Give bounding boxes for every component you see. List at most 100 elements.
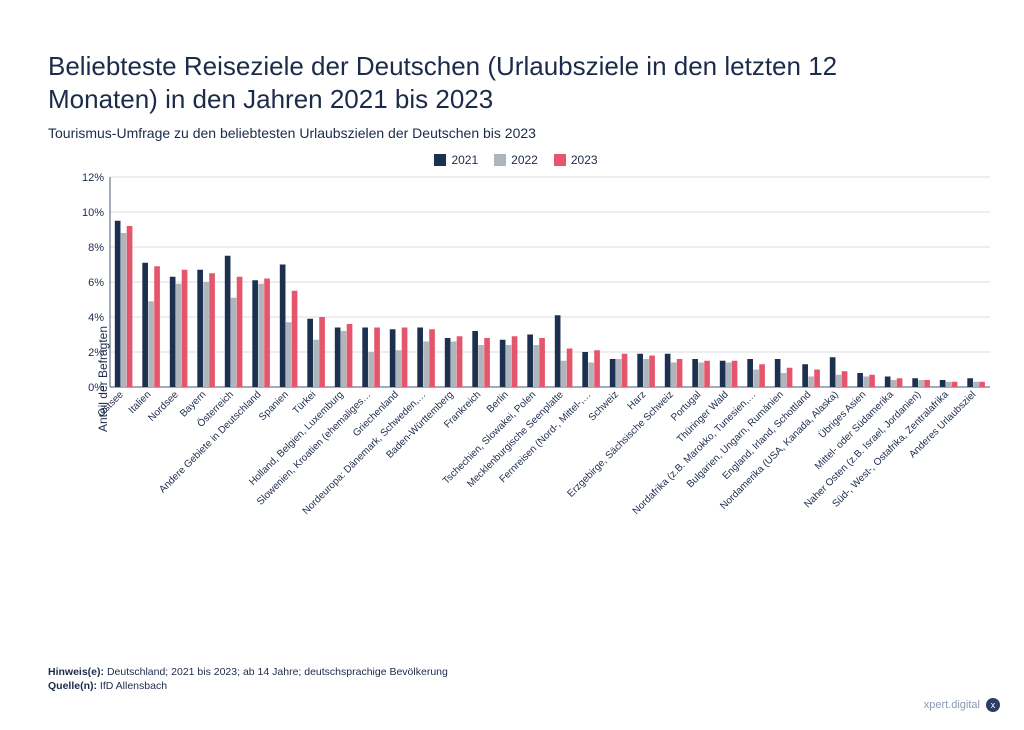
bar	[203, 282, 209, 387]
bar	[594, 350, 600, 387]
bar-chart: 0%2%4%6%8%10%12%OstseeItalienNordseeBaye…	[76, 171, 998, 587]
bar	[506, 345, 512, 387]
bar	[946, 382, 952, 387]
bar	[582, 352, 588, 387]
chart-legend: 2021 2022 2023	[48, 153, 984, 167]
bar	[747, 359, 753, 387]
bar	[940, 380, 946, 387]
bar	[649, 356, 655, 388]
bar	[671, 363, 677, 388]
bar	[280, 265, 286, 388]
bar	[286, 322, 292, 387]
bar	[616, 359, 622, 387]
bar	[857, 373, 863, 387]
footer-notes: Hinweis(e): Deutschland; 2021 bis 2023; …	[48, 665, 448, 694]
brand-badge-icon: x	[986, 698, 1000, 712]
bar	[115, 221, 121, 387]
bar	[643, 359, 649, 387]
bar	[142, 263, 148, 387]
bar	[347, 324, 353, 387]
bar	[313, 340, 319, 387]
svg-text:10%: 10%	[82, 207, 104, 219]
bar	[417, 328, 423, 388]
bar	[665, 354, 671, 387]
bar	[753, 370, 759, 388]
bar	[732, 361, 738, 387]
bar	[402, 328, 408, 388]
bar	[170, 277, 176, 387]
bar	[952, 382, 958, 387]
legend-label: 2023	[571, 153, 598, 167]
quelle-text: IfD Allensbach	[100, 680, 167, 692]
bar	[264, 279, 270, 388]
bar	[484, 338, 490, 387]
bar	[637, 354, 643, 387]
bar	[912, 378, 918, 387]
bar	[423, 342, 429, 388]
bar	[197, 270, 203, 387]
bar	[307, 319, 313, 387]
brand-text: xpert.digital	[924, 699, 980, 711]
bar	[396, 350, 402, 387]
y-axis-label: Anteil der Befragten	[96, 326, 110, 432]
bar	[457, 336, 463, 387]
bar	[808, 377, 814, 388]
bar	[237, 277, 243, 387]
bar	[390, 329, 396, 387]
legend-item: 2023	[554, 153, 598, 167]
legend-item: 2021	[434, 153, 478, 167]
category-label: Schweiz	[587, 389, 621, 423]
bar	[368, 352, 374, 387]
bar	[802, 364, 808, 387]
bar	[787, 368, 793, 387]
legend-swatch	[434, 154, 446, 166]
bar	[445, 338, 451, 387]
svg-text:8%: 8%	[88, 242, 104, 254]
legend-swatch	[494, 154, 506, 166]
bar	[472, 331, 478, 387]
svg-text:12%: 12%	[82, 172, 104, 184]
bar	[429, 329, 435, 387]
page-subtitle: Tourismus-Umfrage zu den beliebtesten Ur…	[48, 125, 984, 141]
bar	[814, 370, 820, 388]
svg-text:4%: 4%	[88, 312, 104, 324]
bar	[830, 357, 836, 387]
bar	[979, 382, 985, 387]
hinweis-text: Deutschland; 2021 bis 2023; ab 14 Jahre;…	[107, 666, 448, 678]
bar	[775, 359, 781, 387]
bar	[759, 364, 765, 387]
bar	[610, 359, 616, 387]
bar	[836, 375, 842, 387]
bar	[500, 340, 506, 387]
bar	[692, 359, 698, 387]
bar	[973, 382, 979, 387]
category-label: Berlin	[485, 389, 511, 415]
category-label: Harz	[626, 389, 649, 412]
bar	[567, 349, 573, 388]
chart-area: Anteil der Befragten 0%2%4%6%8%10%12%Ost…	[76, 171, 984, 587]
category-label: Spanien	[257, 389, 291, 423]
bar	[209, 273, 215, 387]
bar	[225, 256, 231, 387]
page-title: Beliebteste Reiseziele der Deutschen (Ur…	[48, 50, 908, 115]
bar	[527, 335, 533, 388]
bar	[451, 342, 457, 388]
bar	[231, 298, 237, 387]
bar	[176, 284, 182, 387]
bar	[698, 363, 704, 388]
bar	[863, 377, 869, 388]
bar	[512, 336, 518, 387]
bar	[319, 317, 325, 387]
bar	[252, 280, 258, 387]
brand: xpert.digital x	[924, 698, 1000, 712]
bar	[918, 380, 924, 387]
bar	[897, 378, 903, 387]
bar	[182, 270, 188, 387]
bar	[891, 380, 897, 387]
bar	[677, 359, 683, 387]
bar	[374, 328, 380, 388]
bar	[704, 361, 710, 387]
legend-item: 2022	[494, 153, 538, 167]
bar	[127, 226, 133, 387]
bar	[121, 233, 127, 387]
